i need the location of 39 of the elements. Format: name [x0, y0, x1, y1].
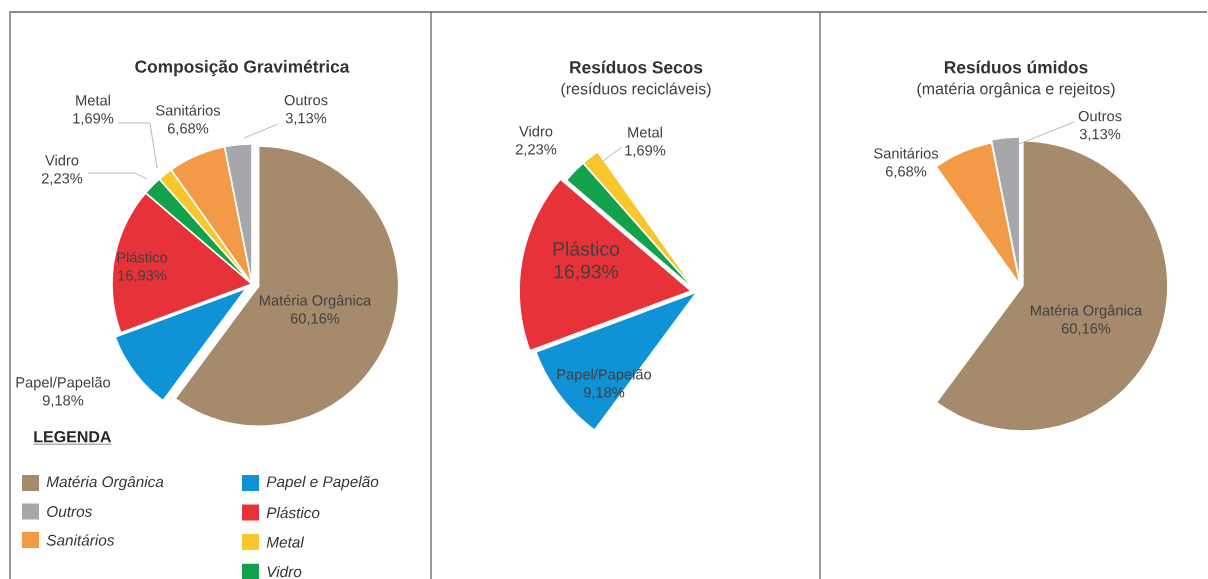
chart-title: Composição Gravimétrica — [135, 59, 350, 77]
data-label: 3,13% — [285, 112, 327, 126]
data-label: 16,93% — [554, 264, 619, 281]
category-label: Metal — [266, 536, 305, 548]
data-label: 60,16% — [1061, 323, 1111, 336]
slice-label: Matéria Orgânica — [259, 294, 372, 309]
slice-label: Vidro — [45, 154, 79, 166]
category-label: Matéria Orgânica — [46, 475, 164, 491]
data-label: 2,23% — [515, 144, 557, 157]
slice-label: Matéria Orgânica — [1030, 304, 1143, 319]
chart-title: Resíduos úmidos — [944, 60, 1088, 74]
data-label: 2,23% — [41, 173, 83, 186]
slice-label: Outros — [1078, 110, 1122, 122]
slice-label: Sanitários — [156, 104, 221, 116]
data-label: 9,18% — [42, 395, 84, 408]
slice-label: Papel/Papelão — [16, 376, 111, 391]
slice-label: Plástico — [117, 251, 168, 263]
category-label: Vidro — [267, 565, 302, 578]
slice-label: Plástico — [553, 241, 620, 256]
chart-subtitle: (resíduos recicláveis) — [561, 82, 711, 98]
slice-label: Metal — [628, 126, 662, 138]
data-label: 3,13% — [1079, 128, 1121, 142]
chart-title: Resíduos Secos — [570, 60, 703, 74]
slice-label: Vidro — [519, 125, 553, 137]
slice-label: Sanitários — [874, 147, 939, 159]
category-label: Sanitários — [46, 534, 115, 546]
data-label: 60,16% — [290, 313, 340, 326]
category-label: Outros — [47, 506, 92, 517]
data-label: 1,69% — [625, 145, 666, 158]
text: LEGENDA — [34, 431, 112, 443]
chart-subtitle: (matéria orgânica e rejeitos) — [917, 82, 1115, 98]
data-label: 6,68% — [885, 166, 927, 179]
category-label: Plástico — [266, 506, 320, 519]
data-label: 16,93% — [118, 270, 167, 283]
category-label: Papel e Papelão — [266, 475, 379, 491]
slice-label: Outros — [284, 94, 328, 106]
data-label: 6,68% — [167, 123, 209, 136]
slice-label: Metal — [76, 94, 110, 106]
data-label: 1,69% — [73, 113, 114, 126]
